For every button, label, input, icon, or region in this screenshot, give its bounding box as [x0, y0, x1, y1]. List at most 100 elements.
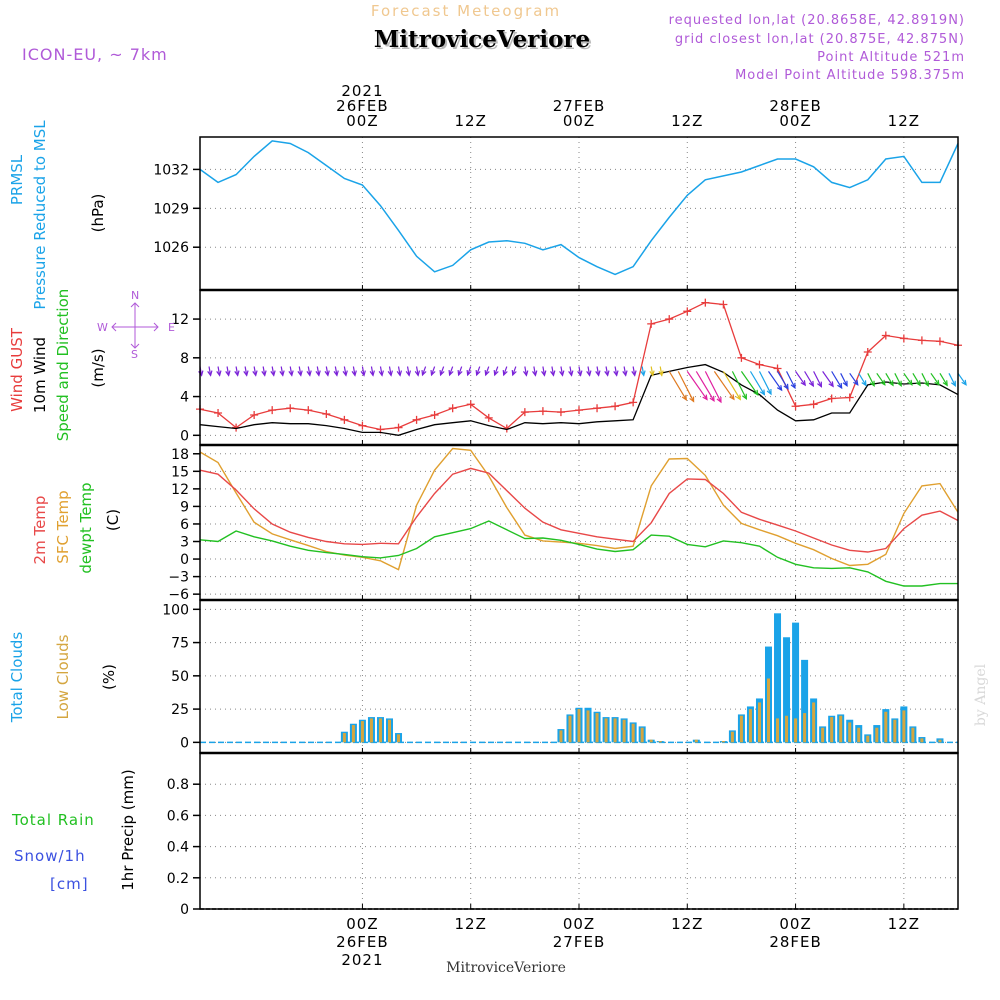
- y-tick-label: 0: [180, 428, 189, 444]
- low-cloud-bar: [631, 723, 635, 743]
- gust-marker: [665, 315, 674, 324]
- wind-direction-arrow: [541, 366, 547, 377]
- gust-marker: [520, 408, 529, 417]
- top-time-label: 26FEB: [336, 97, 388, 115]
- model-label: ICON-EU, ~ 7km: [22, 45, 168, 64]
- bottom-time-label: 26FEB: [336, 933, 388, 951]
- wind-direction-arrow: [930, 372, 940, 386]
- panel-frame-precip: [199, 752, 959, 910]
- low-cloud-bar: [839, 715, 843, 743]
- wind-direction-arrow: [252, 366, 258, 377]
- gust-marker: [484, 413, 493, 422]
- gust-marker: [917, 336, 926, 345]
- low-cloud-bar: [848, 722, 852, 743]
- low-cloud-bar: [875, 727, 879, 743]
- dewpt-label: dewpt Temp: [77, 482, 95, 573]
- y-tick-label: 25: [171, 702, 189, 718]
- y-tick-label: 15: [171, 464, 189, 480]
- low-cloud-bar: [812, 702, 816, 743]
- wind-direction-arrow: [261, 366, 267, 377]
- compass-w: W: [97, 321, 108, 334]
- gust-marker: [412, 415, 421, 424]
- wind-direction-arrow: [876, 372, 886, 386]
- location-title: MitroviceVeriore: [374, 26, 590, 53]
- y-tick-label: 0: [180, 902, 189, 918]
- gust-marker: [719, 300, 728, 309]
- top-time-label: 00Z: [346, 112, 378, 130]
- gust-marker: [394, 423, 403, 432]
- wind-direction-arrow: [360, 366, 366, 377]
- total-clouds-label: Total Clouds: [8, 632, 26, 724]
- bottom-time-label: 00Z: [346, 915, 378, 933]
- top-time-label: 00Z: [563, 112, 595, 130]
- wind-direction-arrow: [813, 371, 823, 388]
- time-axes: 00Z26FEB202100Z26FEB202112Z12Z00Z27FEB00…: [336, 82, 919, 969]
- gust-marker: [466, 400, 475, 409]
- wind-direction-arrow: [768, 371, 783, 392]
- gust-marker: [755, 360, 764, 369]
- wind-direction-arrow: [613, 366, 619, 377]
- wind-direction-arrow: [315, 366, 321, 377]
- y-tick-label: 18: [171, 447, 189, 463]
- gust-marker: [286, 404, 295, 413]
- wind-direction-arrow: [387, 366, 394, 377]
- low-cloud-bar: [351, 725, 355, 743]
- wind-direction-arrow: [622, 366, 628, 377]
- y-tick-label: 3: [180, 535, 189, 551]
- wind-direction-arrow: [668, 371, 688, 401]
- top-time-label: 27FEB: [553, 97, 605, 115]
- temp-unit: (C): [104, 509, 122, 531]
- top-time-label: 28FEB: [769, 97, 821, 115]
- wind-direction-arrow: [279, 366, 285, 377]
- top-time-label: 2021: [341, 82, 383, 100]
- wind-direction-arrow: [894, 373, 902, 388]
- total-cloud-bar: [801, 659, 809, 743]
- temp-2m-label: 2m Temp: [31, 496, 49, 565]
- low-cloud-bar: [730, 731, 734, 743]
- total-cloud-bar: [783, 637, 791, 743]
- panel-labels: PRMSL Pressure Reduced to MSL (hPa) Wind GU…: [8, 120, 175, 893]
- low-cloud-bar: [577, 709, 581, 743]
- low-cloud-bar: [604, 718, 608, 743]
- pressure-label: PRMSL: [8, 154, 26, 205]
- low-cloud-bar: [757, 702, 761, 743]
- bottom-time-label: 00Z: [779, 915, 811, 933]
- point-altitude: Point Altitude 521m: [817, 50, 965, 65]
- low-cloud-bar: [830, 717, 834, 743]
- top-time-label: 12Z: [671, 112, 703, 130]
- low-cloud-bar: [388, 719, 391, 743]
- wind-direction-arrow: [270, 366, 276, 377]
- snow-unit: [cm]: [50, 875, 89, 893]
- wind-direction-arrow: [957, 372, 967, 386]
- y-tick-label: 6: [180, 517, 189, 533]
- y-tick-label: 0.2: [167, 871, 189, 887]
- low-cloud-bar: [794, 718, 798, 743]
- wind-direction-arrow: [903, 372, 913, 386]
- y-tick-label: 0: [180, 735, 189, 751]
- wind-direction-arrow: [369, 366, 375, 377]
- gust-marker: [809, 400, 818, 409]
- requested-lonlat: requested lon,lat (20.8658E, 42.8919N): [669, 13, 965, 28]
- bottom-time-label: 12Z: [455, 915, 487, 933]
- gust-marker: [304, 406, 313, 415]
- meteogram-subtitle: Forecast Meteogram: [371, 2, 561, 20]
- wind-direction-arrow: [722, 371, 741, 401]
- compass-icon: W E N S: [97, 289, 175, 361]
- model-point-altitude: Model Point Altitude 598.375m: [735, 68, 965, 83]
- wind-direction-arrow: [822, 371, 834, 388]
- gust-marker: [737, 353, 746, 362]
- data-series: [196, 140, 967, 910]
- gust-marker: [863, 348, 872, 356]
- low-cloud-bar: [586, 710, 590, 743]
- y-tick-label: 0.8: [167, 777, 189, 793]
- gust-marker: [629, 398, 638, 407]
- wind-direction-arrow: [749, 371, 766, 396]
- gust-marker: [683, 307, 692, 316]
- footer-location: MitroviceVeriore: [446, 960, 566, 976]
- gust-marker: [773, 364, 782, 373]
- wind-direction-arrow: [405, 366, 412, 377]
- gust-marker: [448, 404, 457, 413]
- bottom-time-label: 2021: [341, 951, 383, 969]
- wind-direction-arrow: [493, 366, 499, 377]
- wind-direction-arrow: [421, 366, 427, 377]
